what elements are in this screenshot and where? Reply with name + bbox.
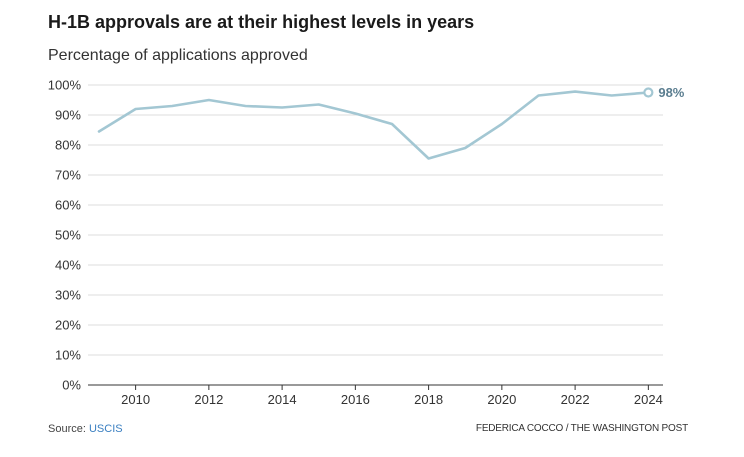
y-tick-label: 70% xyxy=(55,168,81,183)
y-tick-label: 10% xyxy=(55,348,81,363)
source-link[interactable]: USCIS xyxy=(88,423,123,435)
y-tick-label: 60% xyxy=(55,198,81,213)
chart-subtitle: Percentage of applications approved xyxy=(48,47,308,64)
end-point-marker xyxy=(643,87,654,98)
series-line xyxy=(97,90,650,160)
y-tick-label: 100% xyxy=(48,78,82,93)
y-tick-label: 30% xyxy=(55,288,81,303)
y-tick-label: 90% xyxy=(55,108,81,123)
y-tick-label: 20% xyxy=(55,318,81,333)
x-tick-label: 2014 xyxy=(268,392,297,407)
x-tick-label: 2018 xyxy=(414,392,443,407)
x-tick-label: 2022 xyxy=(561,392,590,407)
chart-title: H-1B approvals are at their highest leve… xyxy=(48,12,475,32)
source-prefix: Source: xyxy=(48,423,89,435)
y-tick-label: 40% xyxy=(55,258,81,273)
x-tick-label: 2010 xyxy=(121,392,150,407)
source-note: Source: USCIS xyxy=(48,423,123,435)
credit-line: FEDERICA COCCO / THE WASHINGTON POST xyxy=(475,423,688,434)
y-tick-label: 80% xyxy=(55,138,81,153)
x-tick-label: 2012 xyxy=(194,392,223,407)
y-tick-label: 0% xyxy=(62,378,81,393)
x-tick-label: 2020 xyxy=(487,392,516,407)
x-tick-label: 2024 xyxy=(634,392,663,407)
y-tick-label: 50% xyxy=(55,228,81,243)
end-value-label: 98% xyxy=(658,85,684,100)
x-tick-label: 2016 xyxy=(341,392,370,407)
